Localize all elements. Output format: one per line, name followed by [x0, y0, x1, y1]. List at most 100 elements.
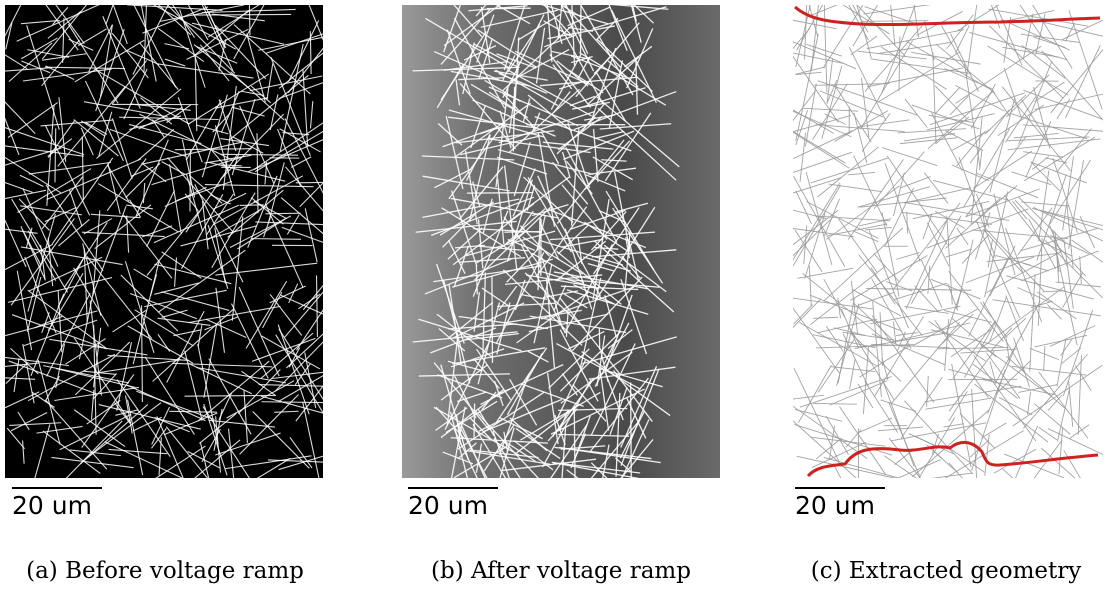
fiber [760, 152, 852, 184]
fiber [880, 312, 883, 366]
fiber [793, 305, 812, 325]
fiber [813, 403, 857, 404]
fiber [786, 414, 865, 485]
fiber [794, 368, 839, 462]
fiber [863, 346, 868, 415]
fiber [823, 5, 863, 68]
fiber [1022, 45, 1066, 78]
fiber [1047, 304, 1061, 319]
fiber [971, 117, 982, 225]
fiber [967, 0, 978, 77]
fiber [785, 185, 840, 279]
fiber [867, 68, 963, 87]
fiber [935, 86, 966, 118]
fiber [882, 6, 915, 93]
fiber [949, 463, 965, 481]
figure: 20 um 20 um 20 um (a) Before voltage ram… [0, 0, 1107, 589]
fiber [774, 103, 851, 137]
fiber [1030, 274, 1035, 372]
fiber [768, 116, 850, 168]
fiber [1069, 10, 1102, 109]
fiber [492, 276, 493, 363]
fiber [1014, 133, 1059, 138]
fiber [953, 321, 996, 379]
fiber [778, 34, 839, 122]
fiber [1004, 454, 1064, 478]
fiber [487, 8, 531, 9]
scale-label: 20 um [408, 491, 488, 520]
fiber [824, 228, 903, 301]
fiber [952, 129, 991, 150]
fiber [935, 87, 960, 114]
page: 20 um 20 um 20 um (a) Before voltage ram… [0, 0, 1107, 589]
fiber [1057, 99, 1070, 119]
fiber [1023, 263, 1049, 271]
fiber [986, 229, 1044, 291]
fiber [783, 297, 873, 309]
fiber [973, 151, 1031, 188]
fiber [927, 114, 995, 130]
fiber [779, 17, 837, 28]
fiber [1057, 340, 1066, 386]
fiber [992, 300, 1100, 316]
top-electrode [795, 7, 1100, 25]
fiber [1075, 365, 1091, 390]
fiber [859, 460, 940, 495]
fiber [921, 260, 942, 308]
fiber [949, 351, 994, 411]
fiber [1062, 18, 1107, 39]
fiber [905, 99, 927, 128]
fiber [870, 306, 960, 324]
fiber [864, 0, 970, 14]
fiber [950, 448, 985, 472]
fiber [781, 36, 857, 68]
fiber [1064, 239, 1074, 308]
fiber [1023, 354, 1087, 428]
fiber [1043, 291, 1065, 292]
fiber [947, 216, 952, 305]
fiber [796, 34, 818, 141]
fiber [794, 176, 845, 266]
fiber [1056, 282, 1101, 287]
sem-image-a [5, 5, 323, 478]
fiber [1014, 338, 1030, 388]
fiber [894, 283, 947, 299]
fiber [950, 96, 968, 115]
fiber [265, 213, 300, 214]
fiber [854, 113, 867, 163]
fiber [972, 389, 978, 495]
fiber [1003, 469, 1022, 487]
fiber [1057, 388, 1069, 441]
caption: (c) Extracted geometry [811, 558, 1081, 584]
fiber [1002, 47, 1059, 57]
fiber [943, 424, 963, 427]
fiber [850, 359, 855, 389]
fiber [800, 133, 806, 183]
fiber [1044, 346, 1045, 371]
fiber [834, 328, 865, 335]
fiber [767, 48, 844, 64]
fiber [897, 129, 966, 133]
fiber [796, 191, 811, 224]
fiber [857, 51, 926, 59]
scale-label: 20 um [795, 491, 875, 520]
fiber [896, 253, 919, 260]
scale-label: 20 um [12, 491, 92, 520]
fiber [1071, 240, 1107, 265]
fiber [574, 407, 575, 482]
fiber [923, 214, 932, 240]
fiber [938, 314, 973, 347]
fiber [811, 158, 889, 183]
caption: (a) Before voltage ramp [26, 558, 304, 584]
fiber [907, 212, 908, 234]
fiber [1002, 19, 1070, 50]
fiber [310, 31, 311, 74]
fiber [812, 0, 852, 15]
fiber [834, 465, 846, 488]
caption: (b) After voltage ramp [431, 558, 691, 584]
fiber [935, 320, 989, 398]
fiber [891, 323, 970, 342]
fiber [191, 14, 291, 15]
fiber [985, 0, 1000, 28]
fiber [927, 376, 929, 407]
